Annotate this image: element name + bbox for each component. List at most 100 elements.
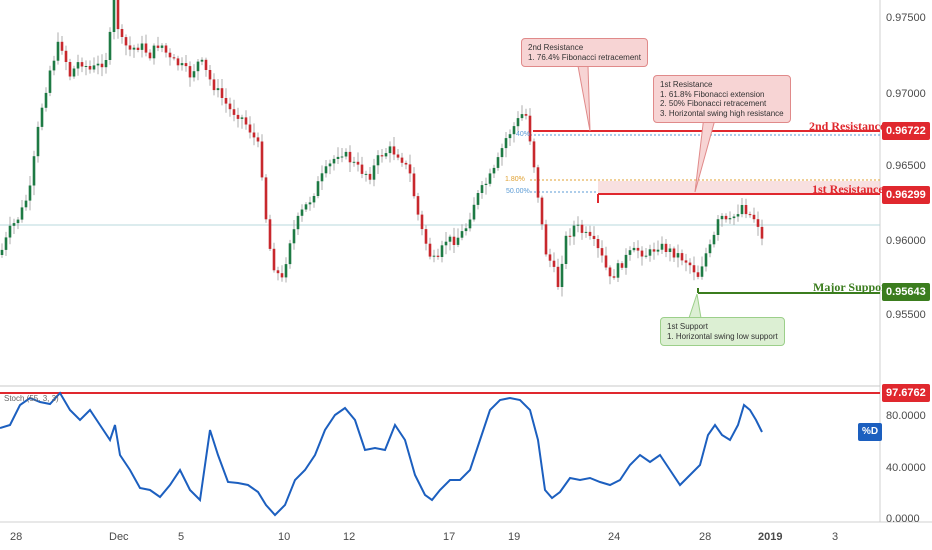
candle-body [132,47,136,50]
candle-body [20,207,24,220]
candle-body [12,223,16,226]
price-tick: 0.97000 [886,88,926,100]
date-tick: 10 [278,531,290,543]
candle-body [104,60,108,68]
candle-body [412,173,416,197]
candle-body [760,226,764,239]
candle-body [188,66,192,78]
candle-body [272,248,276,271]
candle-body [700,266,704,277]
candle-body [756,219,760,227]
candle-body [284,264,288,278]
callout-line: 1. 76.4% Fibonacci retracement [528,52,641,62]
price-tick: 0.95500 [886,309,926,321]
candle-body [136,47,140,50]
candle-body [336,156,340,159]
candle-body [64,50,68,62]
candle-body [376,155,380,166]
candle-body [92,65,96,70]
candle-body [388,146,392,154]
candle-body [500,148,504,158]
stoch-line [0,391,763,517]
candle-body [636,247,640,251]
candle-body [520,114,524,119]
fib-40-label: 40% [516,131,531,138]
candle-body [32,156,36,186]
candle-body [204,59,208,70]
candle-body [36,126,40,157]
candle-body [232,109,236,115]
candle-body [544,224,548,255]
candle-body [524,114,528,116]
candle-body [48,70,52,93]
first-resistance-label: 1st Resistance [812,182,884,196]
stoch-tick: 80.0000 [886,410,926,422]
candle-body [676,253,680,258]
candle-body [252,132,256,138]
candle-body [152,45,156,59]
candle-body [380,155,384,157]
candle-body [668,248,672,252]
candle-body [736,214,740,217]
candle-body [68,62,72,77]
candle-body [372,165,376,180]
candle-body [556,266,560,287]
candle-body [452,236,456,245]
candle-body [364,173,368,175]
candle-body [140,43,144,50]
callout-line: 1. Horizontal swing low support [667,331,778,341]
price-axis-bg [880,0,932,550]
candle-body [716,219,720,235]
date-tick: 3 [832,531,838,543]
candle-body [264,177,268,220]
candle-body [212,79,216,91]
candle-body [4,237,8,250]
candle-body [392,146,396,155]
candle-body [420,214,424,230]
candle-body [572,225,576,237]
candle-body [612,276,616,278]
candle-body [740,205,744,215]
candle-body [112,0,116,32]
candle-body [548,254,552,261]
candle-body [108,31,112,60]
candle-body [432,255,436,257]
date-tick: 5 [178,531,184,543]
stoch-indicator-label[interactable]: Stoch (55, 3, 3) [4,394,59,403]
candle-body [312,196,316,203]
candle-body [172,57,176,59]
candle-body [180,63,184,66]
candle-body [268,219,272,249]
candle-body [160,45,164,48]
candle-body [488,173,492,184]
date-tick: 19 [508,531,520,543]
candle-body [632,247,636,251]
callout-line: 1. 61.8% Fibonacci extension [660,89,765,99]
candle-body [52,60,56,71]
callout-line: 3. Horizontal swing high resistance [660,108,784,118]
date-tick: 2019 [758,531,782,543]
candle-body [0,249,4,255]
candle-body [200,59,204,62]
candle-body [608,267,612,277]
candle-body [168,52,172,58]
candle-body [652,249,656,252]
candle-body [484,183,488,185]
candle-body [604,255,608,268]
candle-body [704,253,708,267]
candle-body [600,248,604,256]
candle-body [560,263,564,287]
candle-body [584,231,588,233]
date-tick: 17 [443,531,455,543]
candle-body [244,117,248,125]
candle-body [24,200,28,208]
candle-body [460,231,464,238]
candle-body [192,71,196,78]
candle-body [344,151,348,157]
candle-body [276,270,280,274]
candle-body [588,231,592,236]
candle-body [568,235,572,237]
candle-body [640,250,644,257]
candle-body [300,209,304,216]
